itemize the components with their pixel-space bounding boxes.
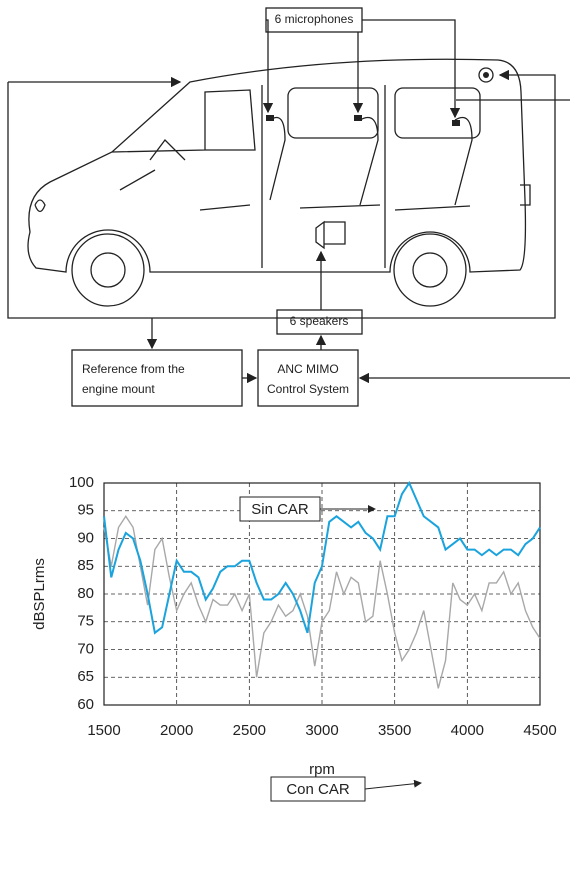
y-tick-label: 65 — [77, 668, 94, 685]
controller-label: ANC MIMO — [277, 362, 338, 376]
y-tick-label: 80 — [77, 585, 94, 602]
x-tick-label: 3500 — [378, 722, 411, 739]
figure: 6 microphones 6 speakers Reference from … — [0, 0, 570, 891]
controller-label: Control System — [267, 382, 349, 396]
x-tick-label: 2500 — [233, 722, 266, 739]
reference-label: engine mount — [82, 382, 155, 396]
y-tick-label: 90 — [77, 529, 94, 546]
y-tick-label: 75 — [77, 613, 94, 630]
x-tick-label: 2000 — [160, 722, 193, 739]
legend-label: Sin CAR — [251, 501, 309, 518]
speakers-label: 6 speakers — [290, 314, 349, 328]
y-tick-label: 70 — [77, 640, 94, 657]
x-tick-label: 1500 — [87, 722, 120, 739]
y-axis-title: dBSPLrms — [31, 558, 48, 630]
y-tick-label: 85 — [77, 557, 94, 574]
legend-label: Con CAR — [286, 781, 350, 798]
annotation-arrow — [365, 783, 421, 789]
y-tick-label: 100 — [69, 474, 94, 491]
y-tick-label: 95 — [77, 502, 94, 519]
van-diagram: 6 microphones 6 speakers Reference from … — [8, 8, 570, 406]
microphones-label: 6 microphones — [275, 12, 354, 26]
y-tick-label: 60 — [77, 696, 94, 713]
reference-label: Reference from the — [82, 362, 185, 376]
x-axis-title: rpm — [309, 761, 335, 778]
x-tick-label: 4500 — [523, 722, 556, 739]
x-tick-label: 4000 — [451, 722, 484, 739]
chart: 60 65 70 75 80 85 90 95 100 1500 2000 2500 3000 3500 4… — [31, 474, 557, 801]
x-tick-label: 3000 — [305, 722, 338, 739]
